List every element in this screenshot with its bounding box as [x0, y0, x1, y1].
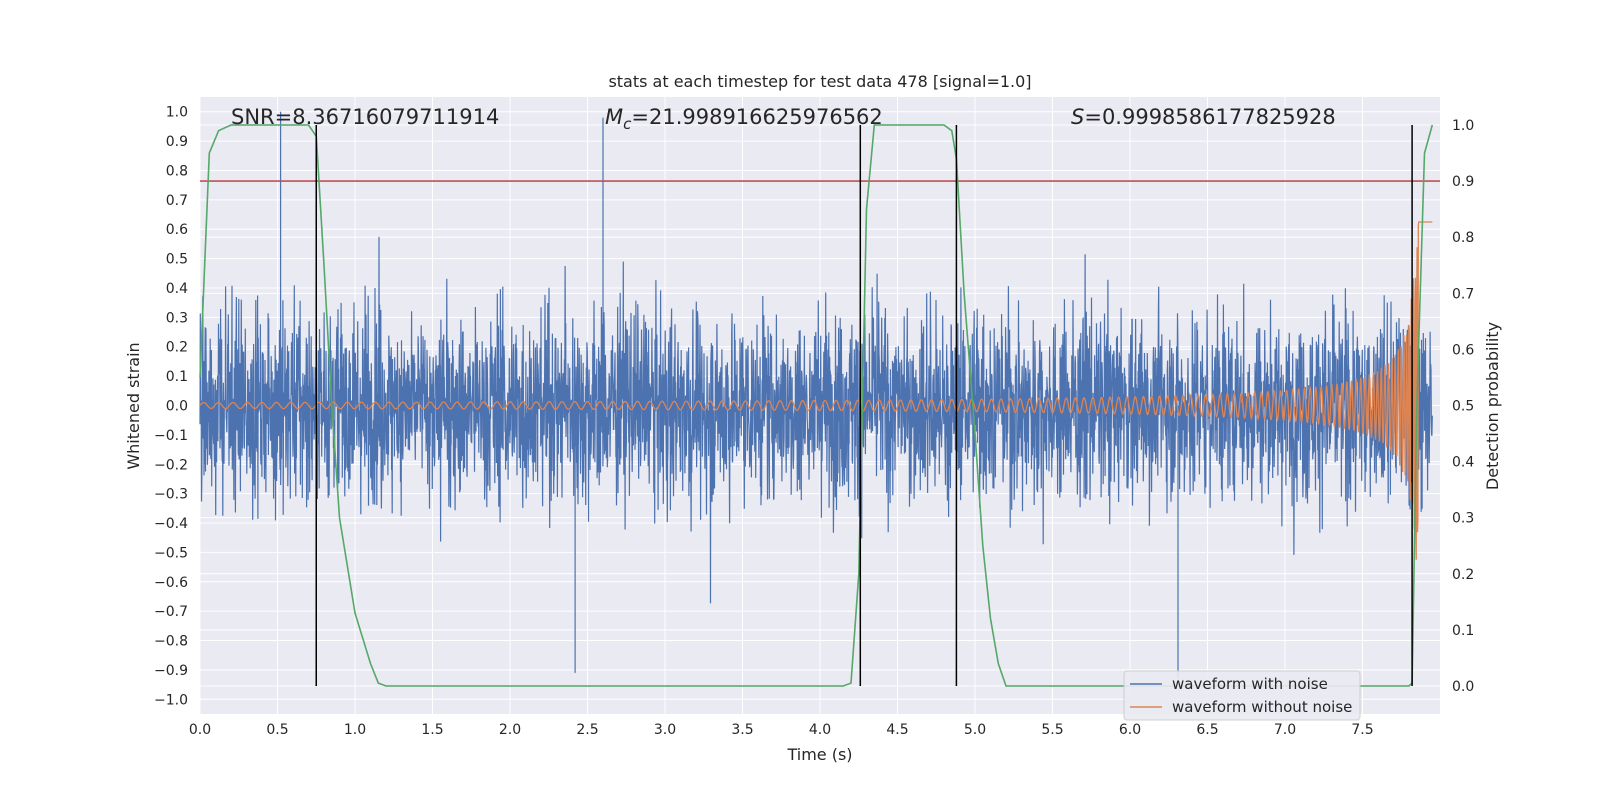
y2-tick-label: 0.6	[1452, 342, 1474, 358]
chirp-line	[199, 221, 1433, 560]
y-tick-label: −0.7	[154, 604, 188, 620]
noise-line	[199, 111, 1433, 679]
x-tick-label: 1.0	[344, 722, 366, 738]
x-tick-label: 2.5	[576, 722, 598, 738]
chirp-series	[199, 221, 1433, 560]
y2-tick-label: 0.7	[1452, 286, 1474, 302]
score-annotation: S=0.9998586177825928	[1071, 105, 1336, 129]
y-tick-label: −0.5	[154, 545, 188, 561]
chirp-mass-value: =21.998916625976562	[631, 105, 882, 129]
vertical-markers	[315, 125, 1413, 686]
legend: waveform with noise waveform without noi…	[1123, 670, 1361, 721]
x-tick-label: 4.5	[886, 722, 908, 738]
y-tick-label: 0.5	[166, 252, 188, 268]
legend-label-with-noise: waveform with noise	[1172, 675, 1328, 693]
y-ticks: 1.0 0.9 0.8 0.7 0.6 0.5 0.4 0.3 0.2 0.1 0.0 −0.1 −0.…	[154, 105, 188, 709]
x-tick-label: 3.5	[731, 722, 753, 738]
y-tick-label: −0.1	[154, 428, 188, 444]
chirp-mass-annotation: Mc=21.998916625976562	[605, 105, 883, 133]
x-tick-label: 0.5	[266, 722, 288, 738]
y2-tick-label: 0.5	[1452, 399, 1474, 415]
x-tick-label: 6.0	[1119, 722, 1141, 738]
score-symbol: S	[1071, 105, 1084, 129]
x-tick-label: 5.5	[1041, 722, 1063, 738]
x-tick-label: 4.0	[809, 722, 831, 738]
legend-label-without-noise: waveform without noise	[1172, 698, 1352, 716]
y-axis-label: Whitened strain	[124, 342, 143, 469]
x-tick-label: 6.5	[1196, 722, 1218, 738]
x-tick-label: 0.0	[189, 722, 211, 738]
snr-annotation: SNR=8.36716079711914	[231, 105, 499, 129]
y-tick-label: 0.4	[166, 281, 188, 297]
y-tick-label: 0.2	[166, 340, 188, 356]
y-tick-label: −1.0	[154, 692, 188, 708]
y2-tick-label: 0.3	[1452, 511, 1474, 527]
y2-ticks: 1.0 0.9 0.8 0.7 0.6 0.5 0.4 0.3 0.2 0.1 0.0	[1452, 118, 1474, 695]
score-value: =0.9998586177825928	[1084, 105, 1335, 129]
y-tick-label: −0.6	[154, 575, 188, 591]
y2-tick-label: 0.1	[1452, 623, 1474, 639]
x-axis-label: Time (s)	[786, 745, 852, 764]
y2-tick-label: 0.8	[1452, 230, 1474, 246]
y-tick-label: 0.0	[166, 399, 188, 415]
y2-axis-label: Detection probability	[1483, 322, 1502, 490]
y2-tick-label: 1.0	[1452, 118, 1474, 134]
x-tick-label: 7.5	[1351, 722, 1373, 738]
y-tick-label: 0.7	[166, 193, 188, 209]
y2-tick-label: 0.0	[1452, 679, 1474, 695]
detection-probability-line	[199, 124, 1434, 687]
x-tick-label: 3.0	[654, 722, 676, 738]
chirp-mass-symbol: M	[605, 105, 623, 129]
y-tick-label: 0.8	[166, 163, 188, 179]
y-tick-label: −0.4	[154, 516, 188, 532]
noise-series	[199, 111, 1433, 679]
y-tick-label: 0.6	[166, 222, 188, 238]
probability-series	[199, 124, 1440, 687]
legend-box	[1123, 670, 1361, 721]
chirp-mass-subscript: c	[623, 115, 632, 133]
y2-tick-label: 0.2	[1452, 567, 1474, 583]
y-tick-label: 0.3	[166, 310, 188, 326]
y-tick-label: 0.1	[166, 369, 188, 385]
y-tick-label: −0.8	[154, 634, 188, 650]
y-tick-label: −0.3	[154, 487, 188, 503]
chart-title: stats at each timestep for test data 478…	[608, 72, 1031, 91]
y-tick-label: 0.9	[166, 134, 188, 150]
x-tick-label: 2.0	[499, 722, 521, 738]
y-tick-label: −0.2	[154, 457, 188, 473]
y2-tick-label: 0.9	[1452, 174, 1474, 190]
x-tick-label: 7.0	[1274, 722, 1296, 738]
y-tick-label: 1.0	[166, 105, 188, 121]
y2-tick-label: 0.4	[1452, 455, 1474, 471]
y-tick-label: −0.9	[154, 663, 188, 679]
x-tick-label: 1.5	[421, 722, 443, 738]
x-tick-label: 5.0	[964, 722, 986, 738]
x-ticks: 0.0 0.5 1.0 1.5 2.0 2.5 3.0 3.5 4.0 4.5 5.0 5.5 6.0 6…	[189, 722, 1374, 738]
